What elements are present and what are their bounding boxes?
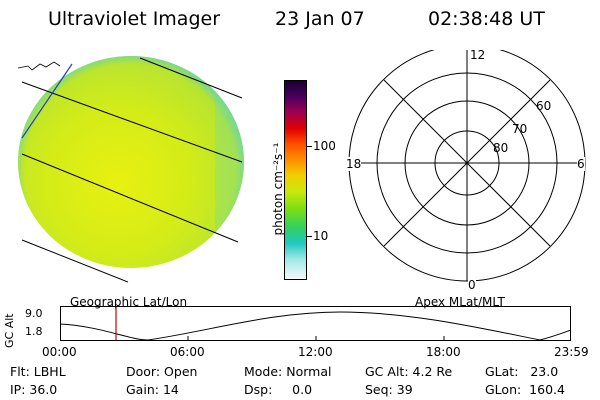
altitude-ylabel: GC Alt [3, 313, 16, 348]
colorbar-tick [306, 236, 312, 237]
status-glat: GLat: 23.0 [485, 364, 559, 379]
status-seq: Seq: 39 [365, 382, 413, 397]
time-tick-0000: 00:00 [42, 345, 77, 359]
altitude-ytick-high: 9.0 [25, 307, 43, 320]
limb-line [21, 63, 73, 139]
mlat-label-70: 70 [512, 122, 528, 136]
mlat-label-80: 80 [493, 141, 509, 155]
status-door: Door: Open [126, 364, 198, 379]
polar-plot [348, 50, 586, 282]
time-tick-0600: 06:00 [170, 345, 205, 359]
time-tick-2359: 23:59 [554, 345, 589, 359]
colorbar-tick [306, 146, 312, 147]
status-glon: GLon: 160.4 [485, 382, 565, 397]
lat-lon-grid [21, 57, 243, 283]
instrument-title: Ultraviolet Imager [48, 8, 221, 30]
date-label: 23 Jan 07 [275, 8, 365, 30]
mlt-label-0: 0 [468, 278, 476, 292]
status-mode: Mode: Normal [244, 364, 332, 379]
left-panel-label: Geographic Lat/Lon [70, 295, 188, 309]
mlt-label-18: 18 [346, 157, 362, 171]
mlat-label-60: 60 [536, 99, 552, 113]
status-gain: Gain: 14 [126, 382, 179, 397]
time-label: 02:38:48 UT [428, 8, 545, 30]
mlt-label-12: 12 [470, 48, 486, 62]
right-panel-label: Apex MLat/MLT [415, 295, 505, 309]
mlt-label-6: 6 [577, 157, 585, 171]
earth-image [17, 56, 244, 283]
status-flt: Flt: LBHL [10, 364, 66, 379]
altitude-plot [60, 306, 572, 341]
colorbar-tick-100: 100 [313, 139, 336, 153]
coastline-trace [17, 61, 61, 71]
status-dsp: Dsp: 0.0 [244, 382, 313, 397]
time-tick-1800: 18:00 [426, 345, 461, 359]
colorbar-tick-10: 10 [313, 229, 329, 243]
status-ip: IP: 36.0 [10, 382, 58, 397]
altitude-ytick-low: 1.8 [25, 325, 43, 338]
colorbar-unit-label: photon cm⁻²s⁻¹ [271, 142, 285, 236]
altitude-curve [60, 311, 572, 341]
time-tick-1200: 12:00 [298, 345, 333, 359]
status-gc-alt: GC Alt: 4.2 Re [365, 364, 453, 379]
colorbar [284, 80, 307, 280]
